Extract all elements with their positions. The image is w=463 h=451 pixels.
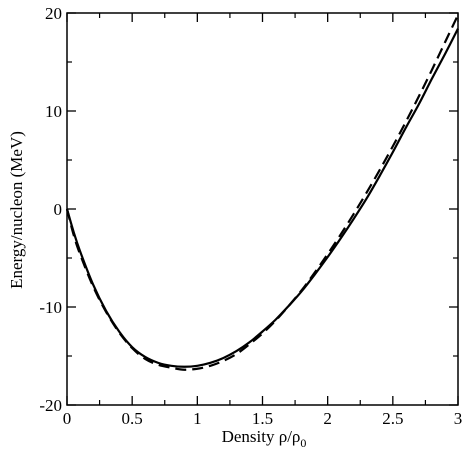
y-tick-label: -10 bbox=[39, 298, 62, 317]
x-tick-label: 2 bbox=[323, 409, 332, 428]
x-tick-label: 0 bbox=[63, 409, 72, 428]
x-tick-label: 2.5 bbox=[382, 409, 403, 428]
x-tick-label: 1.5 bbox=[252, 409, 273, 428]
plot-frame bbox=[66, 12, 459, 406]
series-layer bbox=[65, 14, 459, 371]
y-tick-label: 20 bbox=[45, 4, 62, 23]
plot-area bbox=[66, 12, 459, 406]
x-axis-label-subscript: 0 bbox=[300, 436, 306, 450]
y-tick-label: 0 bbox=[54, 200, 63, 219]
x-tick-label: 3 bbox=[454, 409, 463, 428]
ticks-layer: 0 0.5 1 1.5 2 2.5 3 -20 -10 0 10 20 bbox=[39, 4, 462, 428]
y-axis-label: Energy/nucleon (MeV) bbox=[7, 131, 26, 289]
x-tick-label: 0.5 bbox=[122, 409, 143, 428]
x-axis-label-main: Density ρ/ρ bbox=[222, 427, 301, 446]
x-tick-label: 1 bbox=[193, 409, 202, 428]
dashed-series-line bbox=[65, 14, 459, 371]
y-tick-label: 10 bbox=[45, 102, 62, 121]
solid-series-line bbox=[65, 28, 459, 368]
x-axis-label: Density ρ/ρ0 bbox=[222, 427, 307, 450]
y-tick-label: -20 bbox=[39, 396, 62, 415]
